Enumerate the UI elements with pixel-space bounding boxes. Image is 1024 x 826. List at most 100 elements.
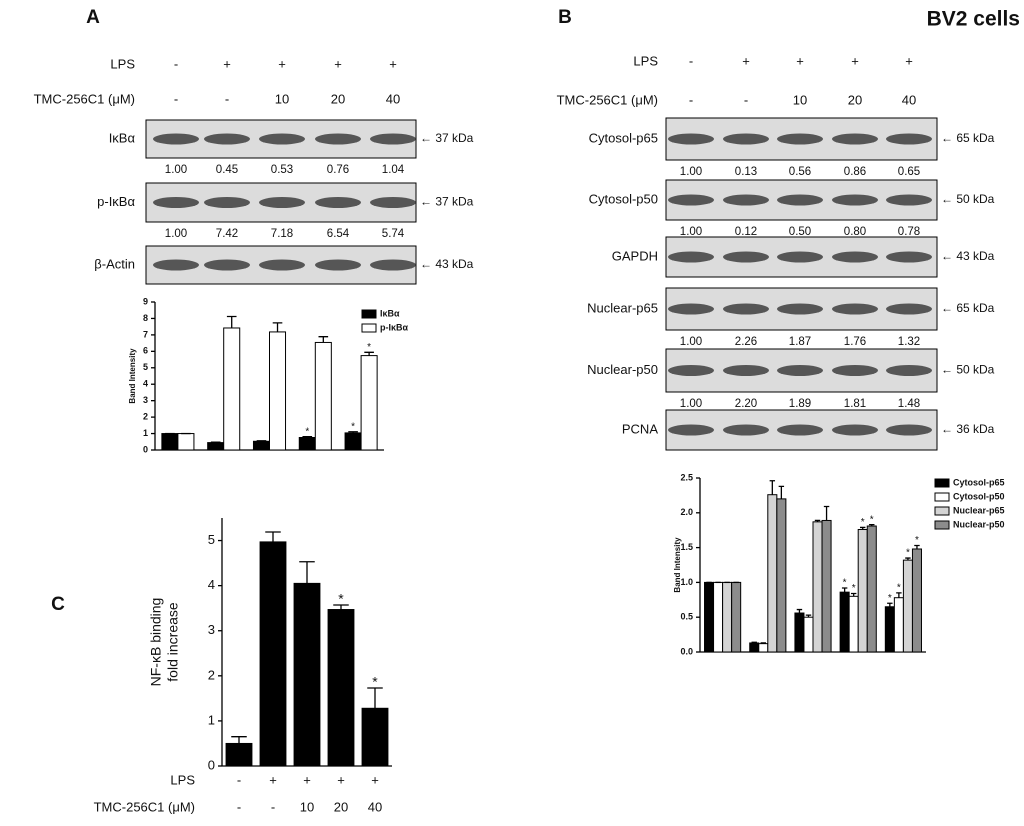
quantification: 1.87: [789, 336, 811, 348]
blot-size: ← 37 kDa: [420, 131, 474, 145]
blot-band: [832, 251, 878, 263]
blot-band: [723, 424, 769, 436]
significance: *: [897, 582, 901, 593]
blot-band: [777, 365, 823, 376]
blot-band: [370, 259, 416, 271]
error-bar: [760, 642, 766, 644]
bar: [767, 494, 778, 653]
quantification: 0.65: [898, 166, 920, 178]
condition-value: -: [174, 91, 178, 106]
blot-band: [777, 251, 823, 263]
legend-label: Cytosol-p50: [953, 491, 1005, 501]
significance: *: [915, 535, 919, 546]
bar: [902, 559, 913, 653]
condition-value: -: [689, 53, 693, 68]
blot-band: [832, 365, 878, 376]
error-bar: [869, 523, 875, 527]
error-bar: [778, 485, 785, 499]
blot-band: [777, 194, 823, 206]
condition-label: LPS: [110, 56, 135, 71]
blot-band: [153, 259, 199, 271]
condition-label: TMC-256C1 (μM): [34, 91, 135, 106]
bar: [223, 327, 241, 451]
panel-label: C: [51, 594, 65, 615]
condition-label: LPS: [170, 772, 195, 787]
legend-swatch: [361, 309, 377, 319]
bar: [893, 597, 904, 653]
panel-title: BV2 cells: [927, 8, 1020, 31]
bar: [252, 440, 271, 451]
condition-value: 40: [386, 91, 400, 106]
blot-band: [668, 365, 714, 376]
condition-value: 10: [793, 92, 807, 107]
y-tick-label: 7: [143, 329, 148, 339]
condition-value: +: [851, 53, 859, 68]
bar: [259, 541, 287, 767]
blot-size: ← 65 kDa: [941, 131, 995, 145]
condition-value: 40: [902, 92, 916, 107]
condition-label: LPS: [633, 53, 658, 68]
quantification: 1.48: [898, 398, 920, 410]
quantification: 1.00: [680, 398, 702, 410]
blot-band: [204, 197, 250, 208]
bar: [911, 548, 922, 653]
y-tick-label: 2: [143, 411, 148, 421]
condition-value: +: [269, 772, 277, 787]
quantification: 1.00: [165, 228, 187, 240]
y-tick-label: 3: [208, 622, 215, 637]
y-tick-label: 6: [143, 346, 148, 356]
quantification: 0.78: [898, 226, 920, 238]
condition-value: 20: [334, 799, 348, 814]
legend-label: IκBα: [380, 308, 400, 318]
quantification: 1.00: [680, 226, 702, 238]
blot-label: p-IκBα: [97, 194, 135, 209]
significance: *: [906, 548, 910, 559]
error-bar: [896, 592, 902, 598]
y-axis-label: NF-κB binding: [148, 598, 164, 687]
error-bar: [751, 641, 757, 643]
bar: [848, 595, 859, 653]
y-tick-label: 5: [208, 532, 215, 547]
y-tick-label: 4: [143, 379, 148, 389]
y-tick-label: 5: [143, 362, 148, 372]
quantification: 1.32: [898, 336, 920, 348]
blot-label: GAPDH: [612, 248, 658, 263]
quantification: 1.00: [680, 166, 702, 178]
y-tick-label: 1: [143, 428, 148, 438]
condition-value: +: [371, 772, 379, 787]
blot-band: [723, 303, 769, 315]
error-bar: [805, 614, 812, 618]
condition-value: -: [225, 91, 229, 106]
quantification: 7.18: [271, 228, 293, 240]
condition-value: -: [744, 92, 748, 107]
error-bar: [364, 351, 374, 356]
blot-band: [204, 133, 250, 145]
blot-band: [886, 133, 932, 145]
y-tick-label: 1: [208, 712, 215, 727]
blot-band: [886, 365, 932, 376]
bar: [803, 616, 814, 653]
bar: [298, 437, 316, 451]
error-bar: [272, 322, 283, 332]
blot-band: [315, 197, 361, 208]
quantification: 0.53: [271, 164, 293, 176]
blot-size: ← 50 kDa: [941, 192, 995, 206]
condition-value: +: [796, 53, 804, 68]
blot-band: [259, 197, 305, 208]
error-bar: [265, 531, 281, 542]
blot-band: [777, 303, 823, 315]
y-tick-label: 2: [208, 667, 215, 682]
quantification: 0.45: [216, 164, 238, 176]
blot-band: [723, 365, 769, 376]
significance: *: [338, 591, 344, 607]
bar: [269, 331, 287, 451]
legend-swatch: [934, 492, 950, 502]
blot-band: [832, 303, 878, 315]
bar: [776, 498, 787, 653]
blot-band: [886, 303, 932, 315]
blot-band: [668, 251, 714, 263]
bar: [361, 707, 389, 767]
significance: *: [870, 514, 874, 525]
error-bar: [318, 336, 329, 343]
quantification: 2.26: [735, 336, 757, 348]
